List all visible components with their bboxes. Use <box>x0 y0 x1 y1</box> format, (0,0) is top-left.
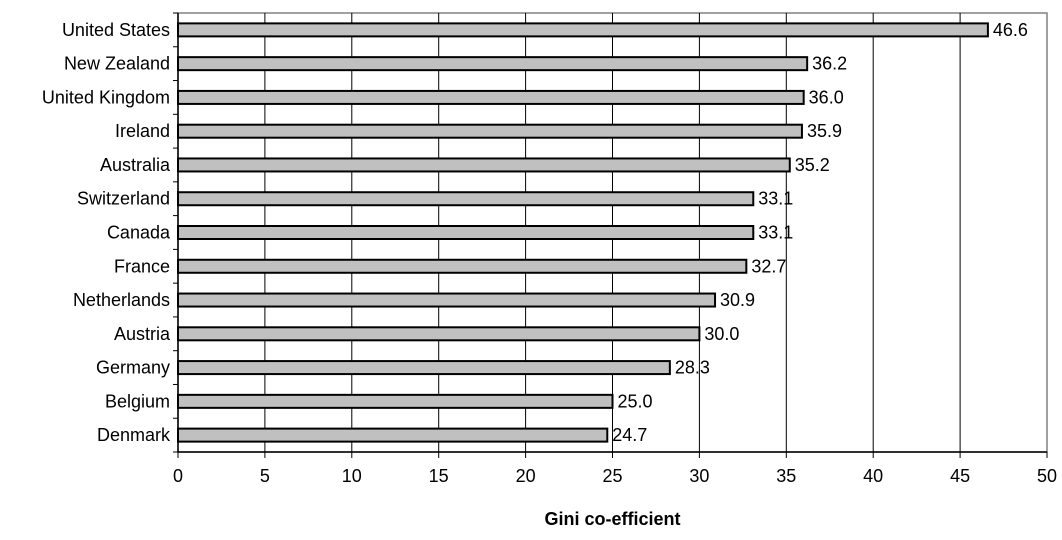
x-tick-label: 40 <box>863 466 883 486</box>
value-label: 33.1 <box>758 223 793 243</box>
x-tick-label: 20 <box>516 466 536 486</box>
category-label: New Zealand <box>64 54 170 74</box>
category-label: Germany <box>96 358 170 378</box>
x-tick-label: 10 <box>342 466 362 486</box>
value-label: 25.0 <box>618 391 653 411</box>
value-label: 35.9 <box>807 121 842 141</box>
bar <box>177 427 609 443</box>
bar <box>177 225 755 240</box>
x-tick-label: 25 <box>602 466 622 486</box>
category-label: France <box>114 256 170 276</box>
x-tick-label: 35 <box>776 466 796 486</box>
value-label: 30.9 <box>720 290 755 310</box>
category-label: Denmark <box>97 425 171 445</box>
x-axis-title: Gini co-efficient <box>544 509 680 529</box>
category-label: United Kingdom <box>42 87 170 107</box>
bars: 46.636.236.035.935.233.133.132.730.930.0… <box>177 20 1028 445</box>
bar <box>177 123 803 139</box>
axes: United States New Zealand United Kingdom Ir… <box>42 12 1057 486</box>
bar <box>177 326 701 342</box>
category-label: Ireland <box>115 121 170 141</box>
bar <box>177 89 805 105</box>
category-label: Australia <box>100 155 171 175</box>
x-tick-label: 50 <box>1037 466 1057 486</box>
value-label: 33.1 <box>758 189 793 209</box>
bar <box>177 292 717 308</box>
value-label: 32.7 <box>751 256 786 276</box>
x-tick-label: 15 <box>429 466 449 486</box>
bar <box>177 360 671 376</box>
value-label: 36.2 <box>812 54 847 74</box>
value-label: 30.0 <box>704 324 739 344</box>
category-label: Netherlands <box>73 290 170 310</box>
category-label: United States <box>62 20 170 40</box>
value-label: 36.0 <box>809 87 844 107</box>
x-tick-label: 45 <box>950 466 970 486</box>
bar <box>177 157 791 173</box>
value-label: 46.6 <box>993 20 1028 40</box>
category-label: Switzerland <box>77 189 170 209</box>
bar <box>177 56 809 72</box>
bar <box>177 22 989 38</box>
x-tick-label: 30 <box>689 466 709 486</box>
value-label: 28.3 <box>675 358 710 378</box>
value-label: 35.2 <box>795 155 830 175</box>
category-label: Austria <box>114 324 171 344</box>
bar <box>177 258 748 274</box>
x-tick-label: 5 <box>260 466 270 486</box>
category-label: Belgium <box>105 391 170 411</box>
category-label: Canada <box>107 223 171 243</box>
bar <box>177 393 614 409</box>
value-label: 24.7 <box>612 425 647 445</box>
x-tick-label: 0 <box>173 466 183 486</box>
gridlines <box>264 13 961 452</box>
bar <box>177 191 755 207</box>
